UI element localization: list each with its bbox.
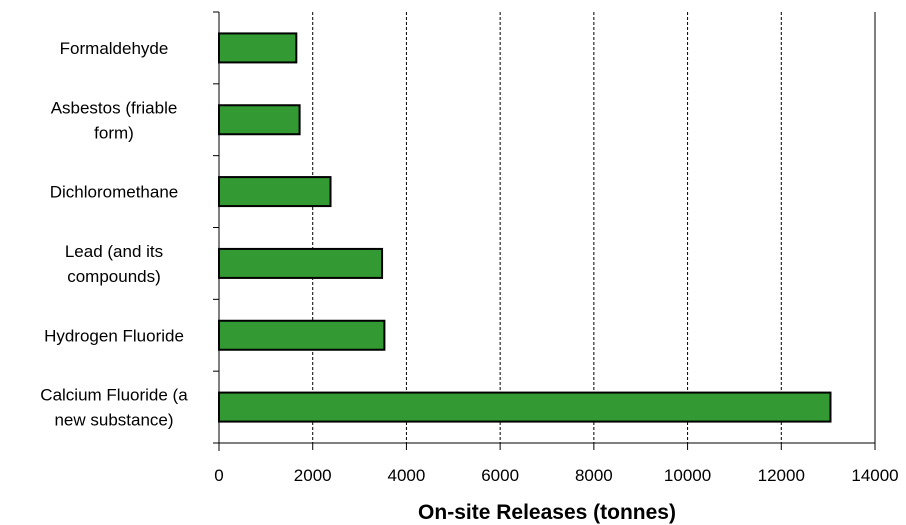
x-tick-label: 6000 [481, 466, 519, 485]
x-tick-labels: 0 2000 4000 6000 8000 10000 12000 14000 [214, 466, 898, 485]
category-label: Formaldehyde [60, 39, 169, 58]
bar [218, 32, 298, 64]
bar [218, 247, 384, 279]
category-label: Asbestos (friable form) [51, 98, 178, 142]
bar [218, 104, 301, 136]
x-tick-label: 12000 [758, 466, 805, 485]
bars [218, 32, 832, 423]
x-tick-label: 0 [214, 466, 223, 485]
x-tick-label: 4000 [388, 466, 426, 485]
x-tick-label: 14000 [851, 466, 898, 485]
category-labels: Formaldehyde Asbestos (friable form) Dichlo… [40, 39, 188, 430]
bar [218, 176, 332, 208]
category-label: Hydrogen Fluoride [44, 326, 184, 345]
category-label: Lead (and its compounds) [65, 242, 163, 286]
bar [218, 319, 386, 351]
x-tick-label: 2000 [294, 466, 332, 485]
axes [213, 11, 876, 451]
category-label: Calcium Fluoride (a new substance) [40, 386, 188, 430]
x-tick-label: 10000 [664, 466, 711, 485]
category-label: Dichloromethane [50, 183, 179, 202]
bar [218, 391, 832, 423]
grid [312, 12, 876, 443]
x-axis-title: On-site Releases (tonnes) [418, 501, 676, 524]
x-tick-label: 8000 [575, 466, 613, 485]
